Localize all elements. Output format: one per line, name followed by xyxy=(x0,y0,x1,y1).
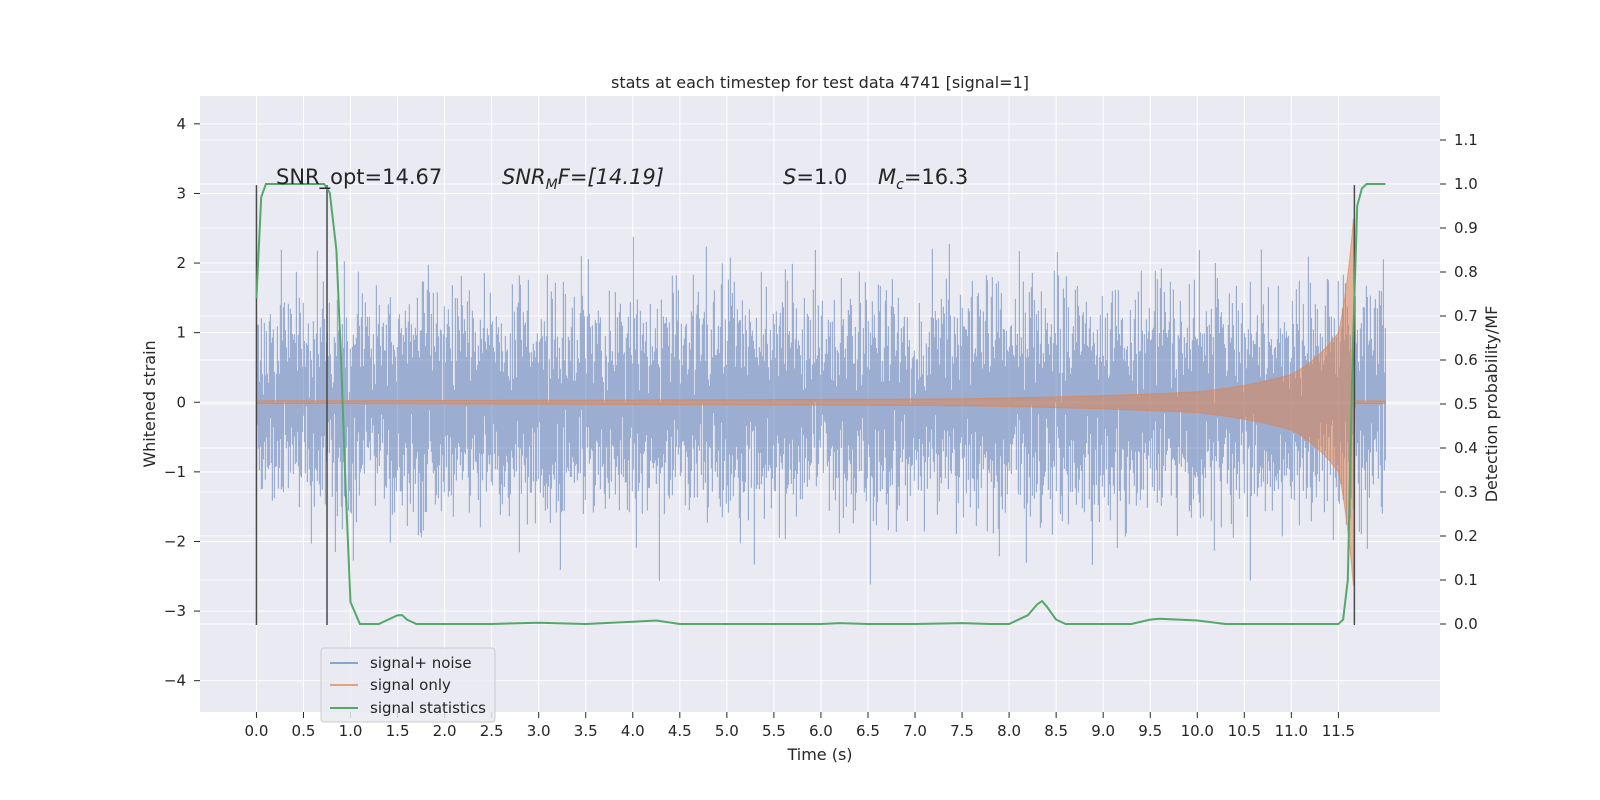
y-tick-label: 0 xyxy=(176,393,186,411)
x-tick-label: 11.0 xyxy=(1275,722,1308,740)
series-signal-only xyxy=(255,218,1386,586)
x-tick-label: 3.5 xyxy=(574,722,598,740)
x-tick-label: 1.0 xyxy=(339,722,363,740)
x-tick-label: 7.5 xyxy=(950,722,974,740)
snr-mf-sub: M xyxy=(546,177,558,193)
x-tick-label: 4.5 xyxy=(668,722,692,740)
s-value: =1.0 xyxy=(796,165,847,189)
y-tick-label: −4 xyxy=(164,672,186,690)
y-tick-label: 4 xyxy=(176,115,186,133)
y2-tick-label: 0.8 xyxy=(1454,263,1478,281)
x-tick-label: 6.0 xyxy=(809,722,833,740)
x-tick-label: 9.0 xyxy=(1091,722,1115,740)
legend: signal+ noise signal only signal statist… xyxy=(320,647,496,723)
x-tick-label: 10.0 xyxy=(1181,722,1214,740)
series-signal-statistics xyxy=(255,183,1386,626)
statistics-line xyxy=(255,183,1386,626)
x-tick-label: 5.5 xyxy=(762,722,786,740)
mc-label: M xyxy=(878,165,896,189)
x-tick-label: 9.5 xyxy=(1138,722,1162,740)
x-axis-label: Time (s) xyxy=(786,745,852,764)
y-tick-label: −1 xyxy=(164,463,186,481)
legend-label-noise: signal+ noise xyxy=(370,654,472,672)
chart-title: stats at each timestep for test data 474… xyxy=(611,73,1029,92)
annotation-snr-mf: SNRMF=[14.19] xyxy=(502,165,664,193)
annotation-s: S=1.0 xyxy=(783,165,847,189)
x-tick-label: 11.5 xyxy=(1322,722,1355,740)
x-tick-label: 2.0 xyxy=(433,722,457,740)
y2-tick-label: 0.5 xyxy=(1454,395,1478,413)
mc-value: =16.3 xyxy=(904,165,968,189)
y2-tick-label: 0.6 xyxy=(1454,351,1478,369)
x-tick-label: 6.5 xyxy=(856,722,880,740)
x-tick-label: 2.5 xyxy=(480,722,504,740)
y2-tick-label: 0.2 xyxy=(1454,527,1478,545)
y-axis-label: Whitened strain xyxy=(140,340,159,467)
snr-mf-label: SNR xyxy=(502,165,546,189)
legend-label-signal: signal only xyxy=(370,676,451,694)
axes: 0.0 0.5 1.0 1.5 2.0 2.5 3.0 3.5 4.0 4.5 5.0 5.5 6.0 6… xyxy=(164,115,1478,740)
x-tick-label: 7.0 xyxy=(903,722,927,740)
y2-axis-label: Detection probability/MF xyxy=(1482,306,1501,503)
annotation-mc: Mc=16.3 xyxy=(878,165,968,193)
x-tick-label: 8.0 xyxy=(997,722,1021,740)
s-label: S xyxy=(783,165,796,189)
x-tick-label: 1.5 xyxy=(386,722,410,740)
y2-tick-label: 0.3 xyxy=(1454,483,1478,501)
y-tick-label: 2 xyxy=(176,254,186,272)
mc-sub: c xyxy=(896,177,904,193)
legend-label-statistics: signal statistics xyxy=(370,699,486,717)
y-tick-label: 1 xyxy=(176,324,186,342)
annotation-snr-opt: SNR_opt=14.67 xyxy=(276,165,442,190)
y2-tick-label: 0.7 xyxy=(1454,307,1478,325)
legend-box xyxy=(320,647,496,723)
y2-tick-label: 0.1 xyxy=(1454,571,1478,589)
signal-envelope xyxy=(255,218,1386,586)
marker-lines xyxy=(255,185,1356,625)
y-tick-label: 3 xyxy=(176,184,186,202)
y-tick-label: −2 xyxy=(164,532,186,550)
x-tick-label: 5.0 xyxy=(715,722,739,740)
x-tick-label: 0.5 xyxy=(292,722,316,740)
x-tick-label: 3.0 xyxy=(527,722,551,740)
x-tick-label: 8.5 xyxy=(1044,722,1068,740)
x-tick-label: 0.0 xyxy=(245,722,269,740)
x-tick-label: 4.0 xyxy=(621,722,645,740)
y2-tick-label: 1.1 xyxy=(1454,131,1478,149)
snr-mf-italic-f: F=[14.19] xyxy=(558,165,664,189)
y2-tick-label: 0.9 xyxy=(1454,219,1478,237)
y-tick-label: −3 xyxy=(164,602,186,620)
y2-tick-label: 0.0 xyxy=(1454,615,1478,633)
y2-tick-label: 0.4 xyxy=(1454,439,1478,457)
annotations: SNR_opt=14.67 SNRMF=[14.19] S=1.0 Mc=16.… xyxy=(276,165,968,193)
x-tick-label: 10.5 xyxy=(1228,722,1261,740)
y2-tick-label: 1.0 xyxy=(1454,175,1478,193)
